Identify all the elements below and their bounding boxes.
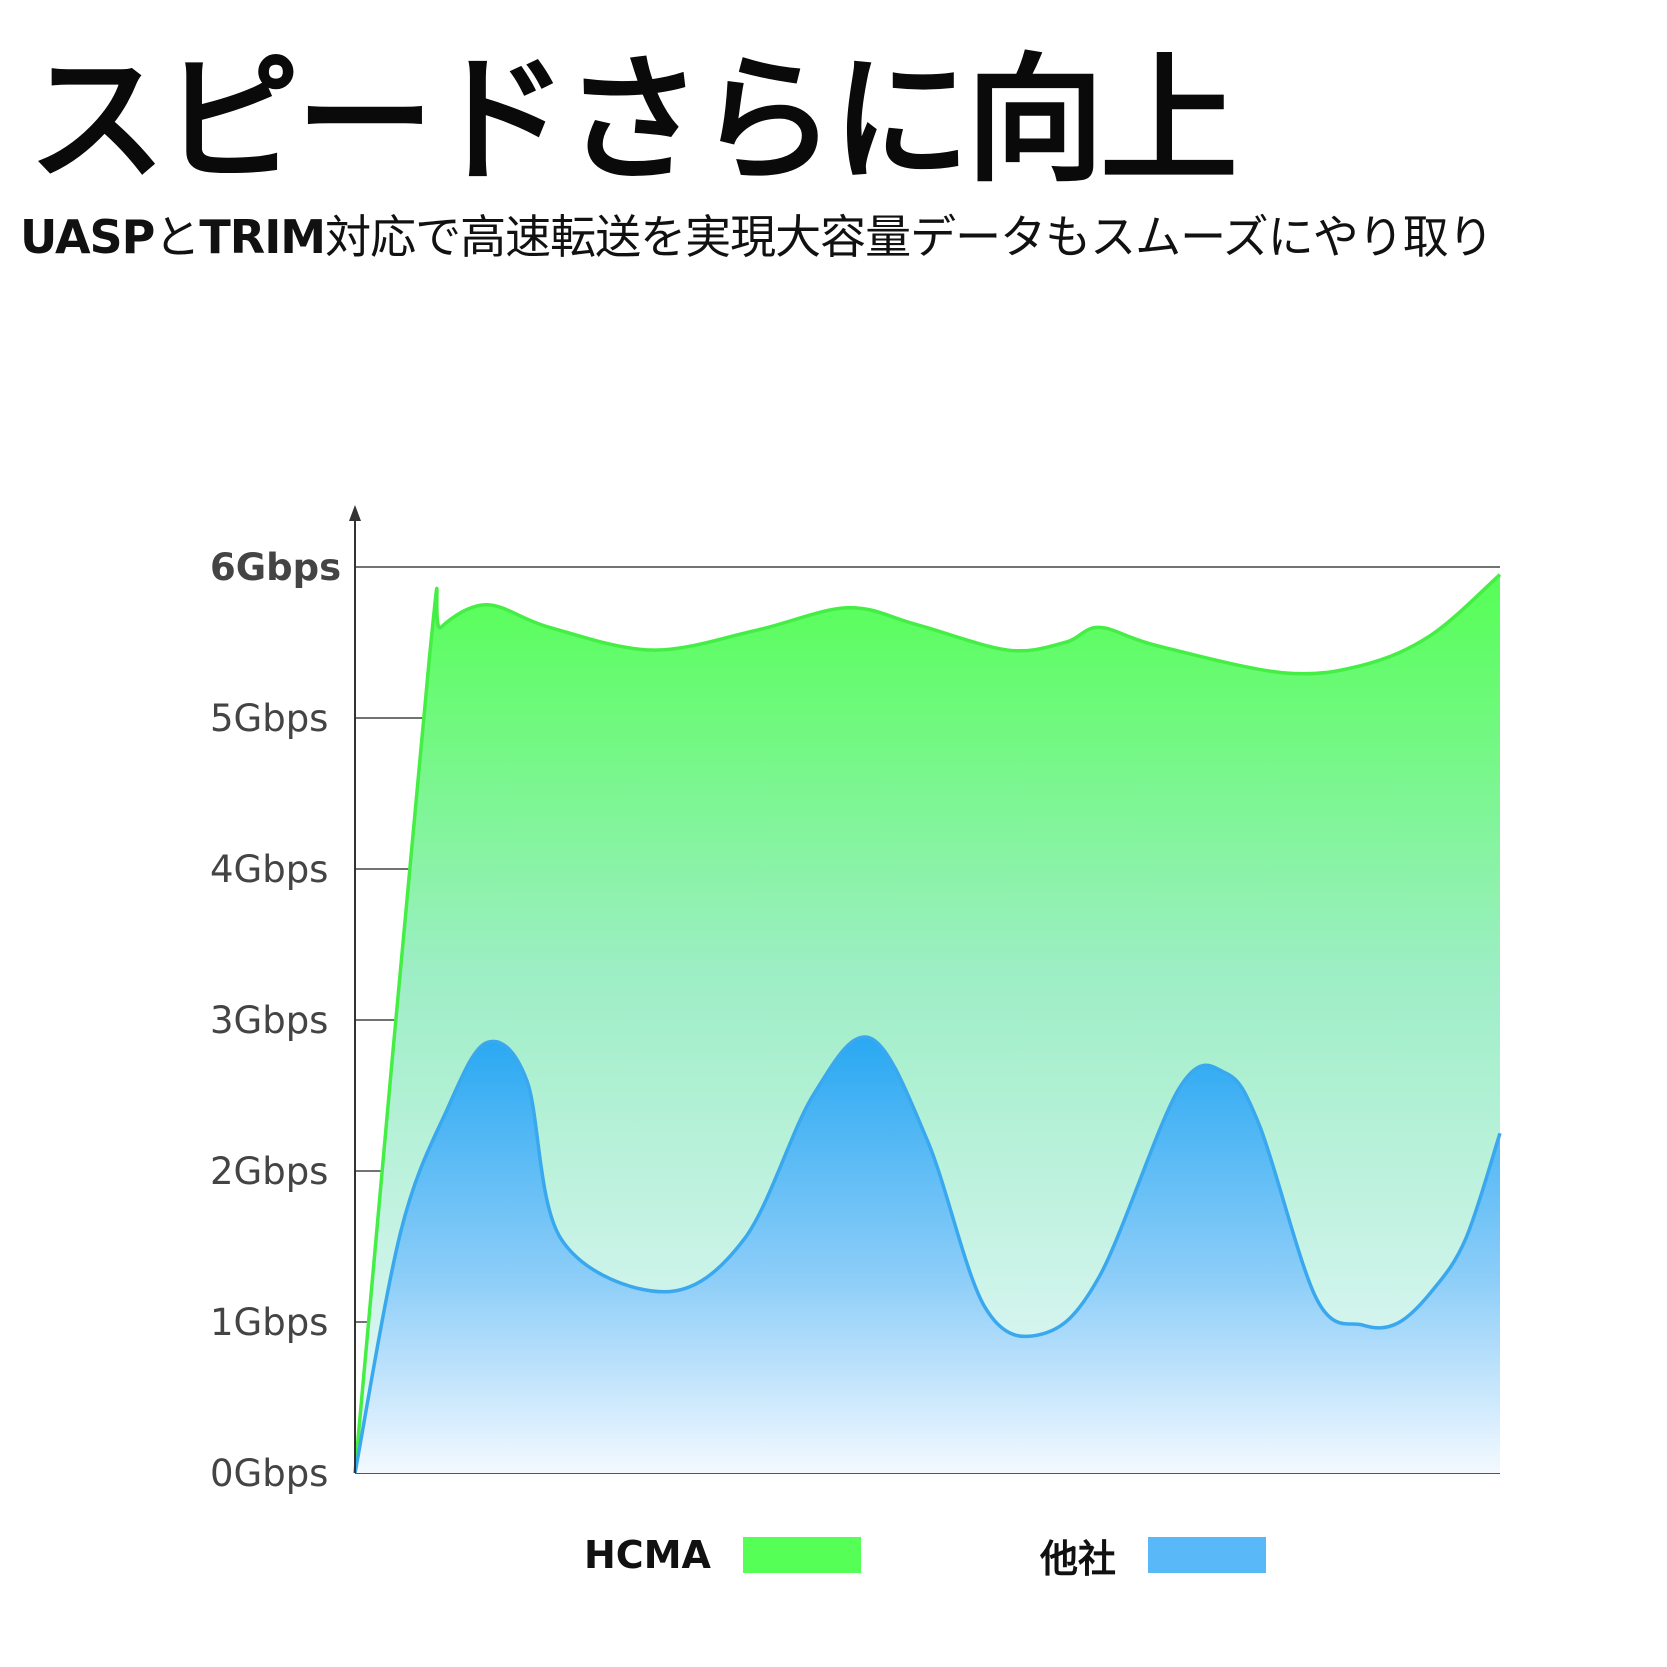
y-tick-label: 1Gbps [210,1301,328,1344]
y-axis [349,505,361,1473]
subtitle-trim: TRIM [199,210,326,264]
legend-item-other: 他社 [1040,1530,1267,1581]
subtitle-uasp: UASP [20,210,155,264]
legend-label-other: 他社 [1040,1536,1117,1581]
series-area-other [355,1036,1500,1473]
page-subtitle: UASPとTRIM対応で高速転送を実現大容量データもスムーズにやり取り [20,214,1494,260]
legend-swatch-other [1148,1537,1267,1573]
subtitle-rest: 対応で高速転送を実現大容量データもスムーズにやり取り [325,210,1494,264]
page-title: スピードさらに向上 [28,40,1238,201]
y-tick-label: 0Gbps [210,1452,328,1495]
y-axis-arrow-icon [349,505,361,521]
y-tick-label: 2Gbps [210,1150,328,1193]
legend-swatch-hcma [742,1537,861,1573]
y-tick-label: 5Gbps [210,697,328,740]
y-tick-label: 4Gbps [210,848,328,891]
y-tick-label: 6Gbps [210,546,341,589]
legend-item-hcma: HCMA [584,1530,861,1580]
legend-label-hcma: HCMA [584,1533,711,1577]
y-tick-labels: 0Gbps 1Gbps 2Gbps 3Gbps 4Gbps 5Gbps 6Gbps [210,546,341,1495]
subtitle-to: と [154,210,200,264]
series-areas [353,573,1502,1474]
y-tick-label: 3Gbps [210,999,328,1042]
series-line-other [353,1035,1502,1474]
series-line-hcma [353,573,1502,1474]
